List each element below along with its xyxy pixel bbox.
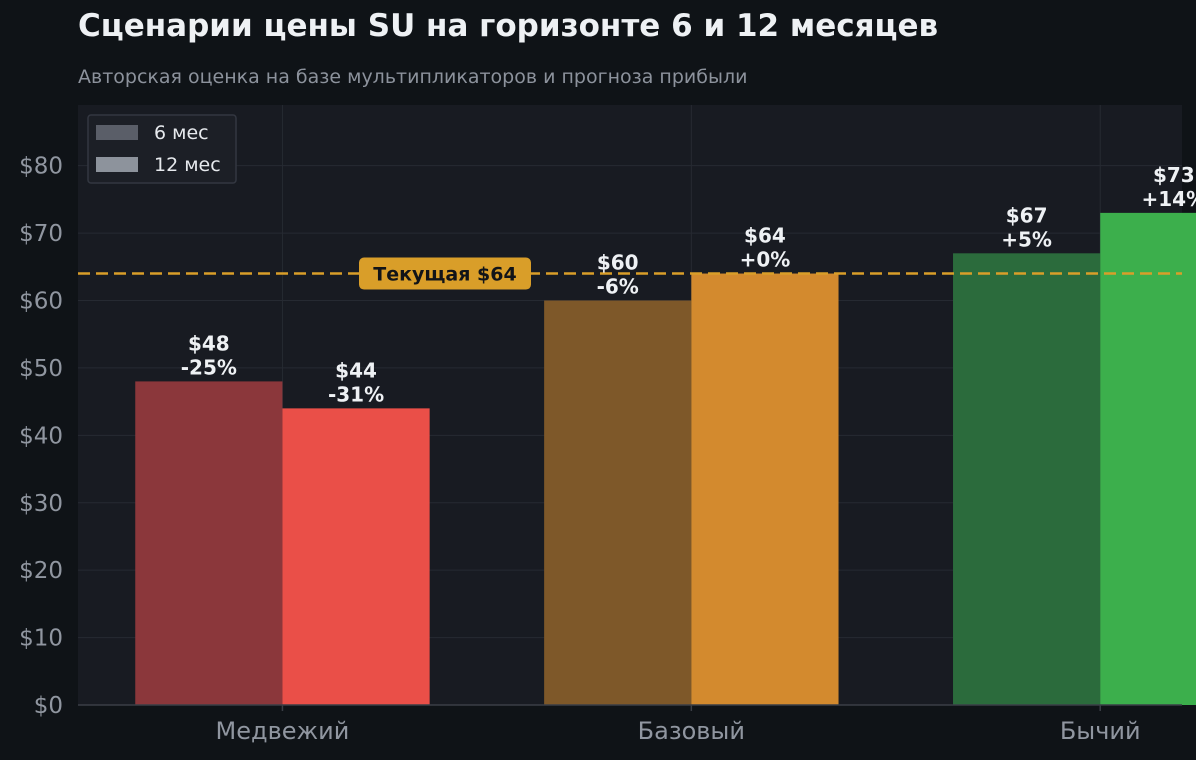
data-label-value: $73 xyxy=(1153,163,1195,187)
y-tick-label: $0 xyxy=(34,693,63,719)
legend-swatch xyxy=(96,125,138,140)
chart-subtitle: Авторская оценка на базе мультипликаторо… xyxy=(78,66,748,88)
data-label-value: $64 xyxy=(744,224,786,248)
legend-swatch xyxy=(96,157,138,172)
data-label-value: $67 xyxy=(1006,203,1048,227)
data-labels: $48-25% $60-6% $67+5% $44-31% $64+0% $73+14% xyxy=(181,163,1196,407)
reference-label: Текущая $64 xyxy=(373,264,516,286)
reference-label-box xyxy=(359,257,531,290)
y-tick-label: $20 xyxy=(19,558,63,584)
legend: 6 мес 12 мес xyxy=(87,114,237,184)
legend-label: 6 мес xyxy=(154,122,209,144)
bar-1-0 xyxy=(544,300,692,705)
y-tick-label: $10 xyxy=(19,626,63,652)
y-tick-label: $70 xyxy=(19,221,63,247)
data-label-change: -6% xyxy=(597,275,639,299)
bar-1-1 xyxy=(691,273,839,705)
data-label-change: +0% xyxy=(740,248,791,272)
x-axis-categories: Медвежий Базовый Бычий xyxy=(216,705,1141,745)
y-tick-label: $30 xyxy=(19,491,63,517)
y-tick-label: $50 xyxy=(19,356,63,382)
legend-label: 12 мес xyxy=(154,154,221,176)
y-tick-label: $40 xyxy=(19,423,63,449)
bar-0-0 xyxy=(135,381,283,705)
bars xyxy=(135,212,1196,705)
data-label-change: +14% xyxy=(1142,187,1196,211)
data-label-value: $44 xyxy=(335,358,377,382)
data-label-change: -31% xyxy=(328,382,384,406)
x-category-label: Базовый xyxy=(638,717,745,745)
data-label-value: $60 xyxy=(597,251,639,275)
bar-2-1 xyxy=(1100,212,1196,705)
y-tick-label: $80 xyxy=(19,154,63,180)
chart-title: Сценарии цены SU на горизонте 6 и 12 мес… xyxy=(78,8,939,44)
data-label-value: $48 xyxy=(188,331,230,355)
data-label-change: +5% xyxy=(1001,227,1052,251)
y-axis-ticks: $0 $10 $20 $30 $40 $50 $60 $70 $80 xyxy=(19,154,63,719)
x-category-label: Бычий xyxy=(1060,717,1141,745)
bar-2-0 xyxy=(953,253,1101,705)
reference-line-group: Текущая $64 xyxy=(78,257,1182,290)
y-tick-label: $60 xyxy=(19,289,63,315)
bar-0-1 xyxy=(282,408,430,705)
data-label-change: -25% xyxy=(181,355,237,379)
x-category-label: Медвежий xyxy=(216,717,350,745)
